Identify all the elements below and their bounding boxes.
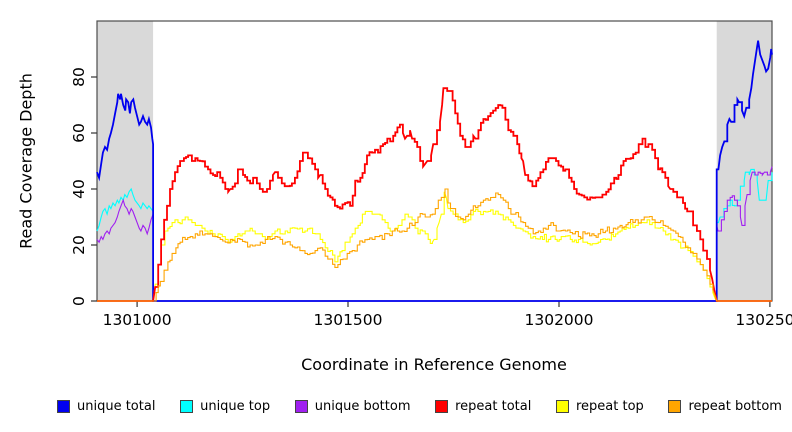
y-tick-label: 40 (70, 179, 88, 199)
legend-swatch-repeat-total-icon (435, 400, 449, 413)
x-tick-label: 1301500 (313, 311, 382, 329)
legend-swatch-repeat-top-icon (556, 400, 569, 413)
legend-item-repeat-bottom: repeat bottom (668, 399, 782, 414)
legend-label: unique top (200, 399, 271, 414)
legend-item-unique-total: unique total (57, 399, 155, 414)
y-tick-label: 20 (70, 235, 88, 255)
series-path-unique-total (96, 40, 773, 302)
x-tick-label: 1302000 (524, 311, 593, 329)
x-axis-title: Coordinate in Reference Genome (301, 355, 567, 374)
legend-label: repeat bottom (688, 399, 782, 414)
legend-item-repeat-top: repeat top (556, 399, 644, 414)
y-tick-label: 60 (70, 123, 88, 143)
legend-swatch-unique-bottom-icon (294, 400, 308, 413)
y-tick-label: 80 (70, 67, 88, 87)
legend: unique total unique top unique bottom repea… (0, 399, 792, 414)
legend-label: repeat top (576, 399, 644, 414)
legend-item-repeat-total: repeat total (435, 399, 531, 414)
x-tick-label: 1301000 (103, 311, 172, 329)
legend-label: unique total (77, 399, 156, 414)
series-path-repeat-bottom (97, 188, 772, 302)
shaded-region-right (716, 21, 772, 301)
legend-swatch-unique-total-icon (57, 400, 70, 413)
legend-item-unique-bottom: unique bottom (294, 399, 411, 414)
legend-item-unique-top: unique top (180, 399, 270, 414)
y-axis: 0 20 40 60 80 (70, 67, 97, 306)
y-axis-title: Read Coverage Depth (16, 73, 36, 249)
shaded-region-left (97, 21, 154, 301)
series-path-repeat-total (97, 87, 772, 302)
legend-swatch-repeat-bottom-icon (668, 400, 682, 413)
legend-label: unique bottom (314, 399, 411, 414)
legend-label: repeat total (455, 399, 532, 414)
y-tick-label: 0 (70, 296, 88, 306)
legend-swatch-unique-top-icon (180, 400, 194, 413)
series-path-repeat-top (97, 191, 772, 302)
